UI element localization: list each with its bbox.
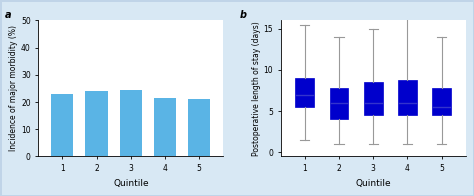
PathPatch shape bbox=[432, 88, 451, 115]
PathPatch shape bbox=[364, 82, 383, 115]
Y-axis label: Postoperative length of stay (days): Postoperative length of stay (days) bbox=[252, 21, 261, 156]
PathPatch shape bbox=[329, 88, 348, 119]
PathPatch shape bbox=[295, 78, 314, 107]
Bar bbox=[85, 91, 108, 156]
Text: b: b bbox=[240, 10, 247, 20]
X-axis label: Quintile: Quintile bbox=[356, 179, 391, 188]
X-axis label: Quintile: Quintile bbox=[113, 179, 149, 188]
PathPatch shape bbox=[398, 80, 417, 115]
Bar bbox=[154, 98, 176, 156]
Bar bbox=[188, 99, 210, 156]
Text: a: a bbox=[5, 10, 12, 20]
Bar bbox=[51, 94, 73, 156]
Bar bbox=[120, 90, 142, 156]
Y-axis label: Incidence of major morbidity (%): Incidence of major morbidity (%) bbox=[9, 25, 18, 152]
